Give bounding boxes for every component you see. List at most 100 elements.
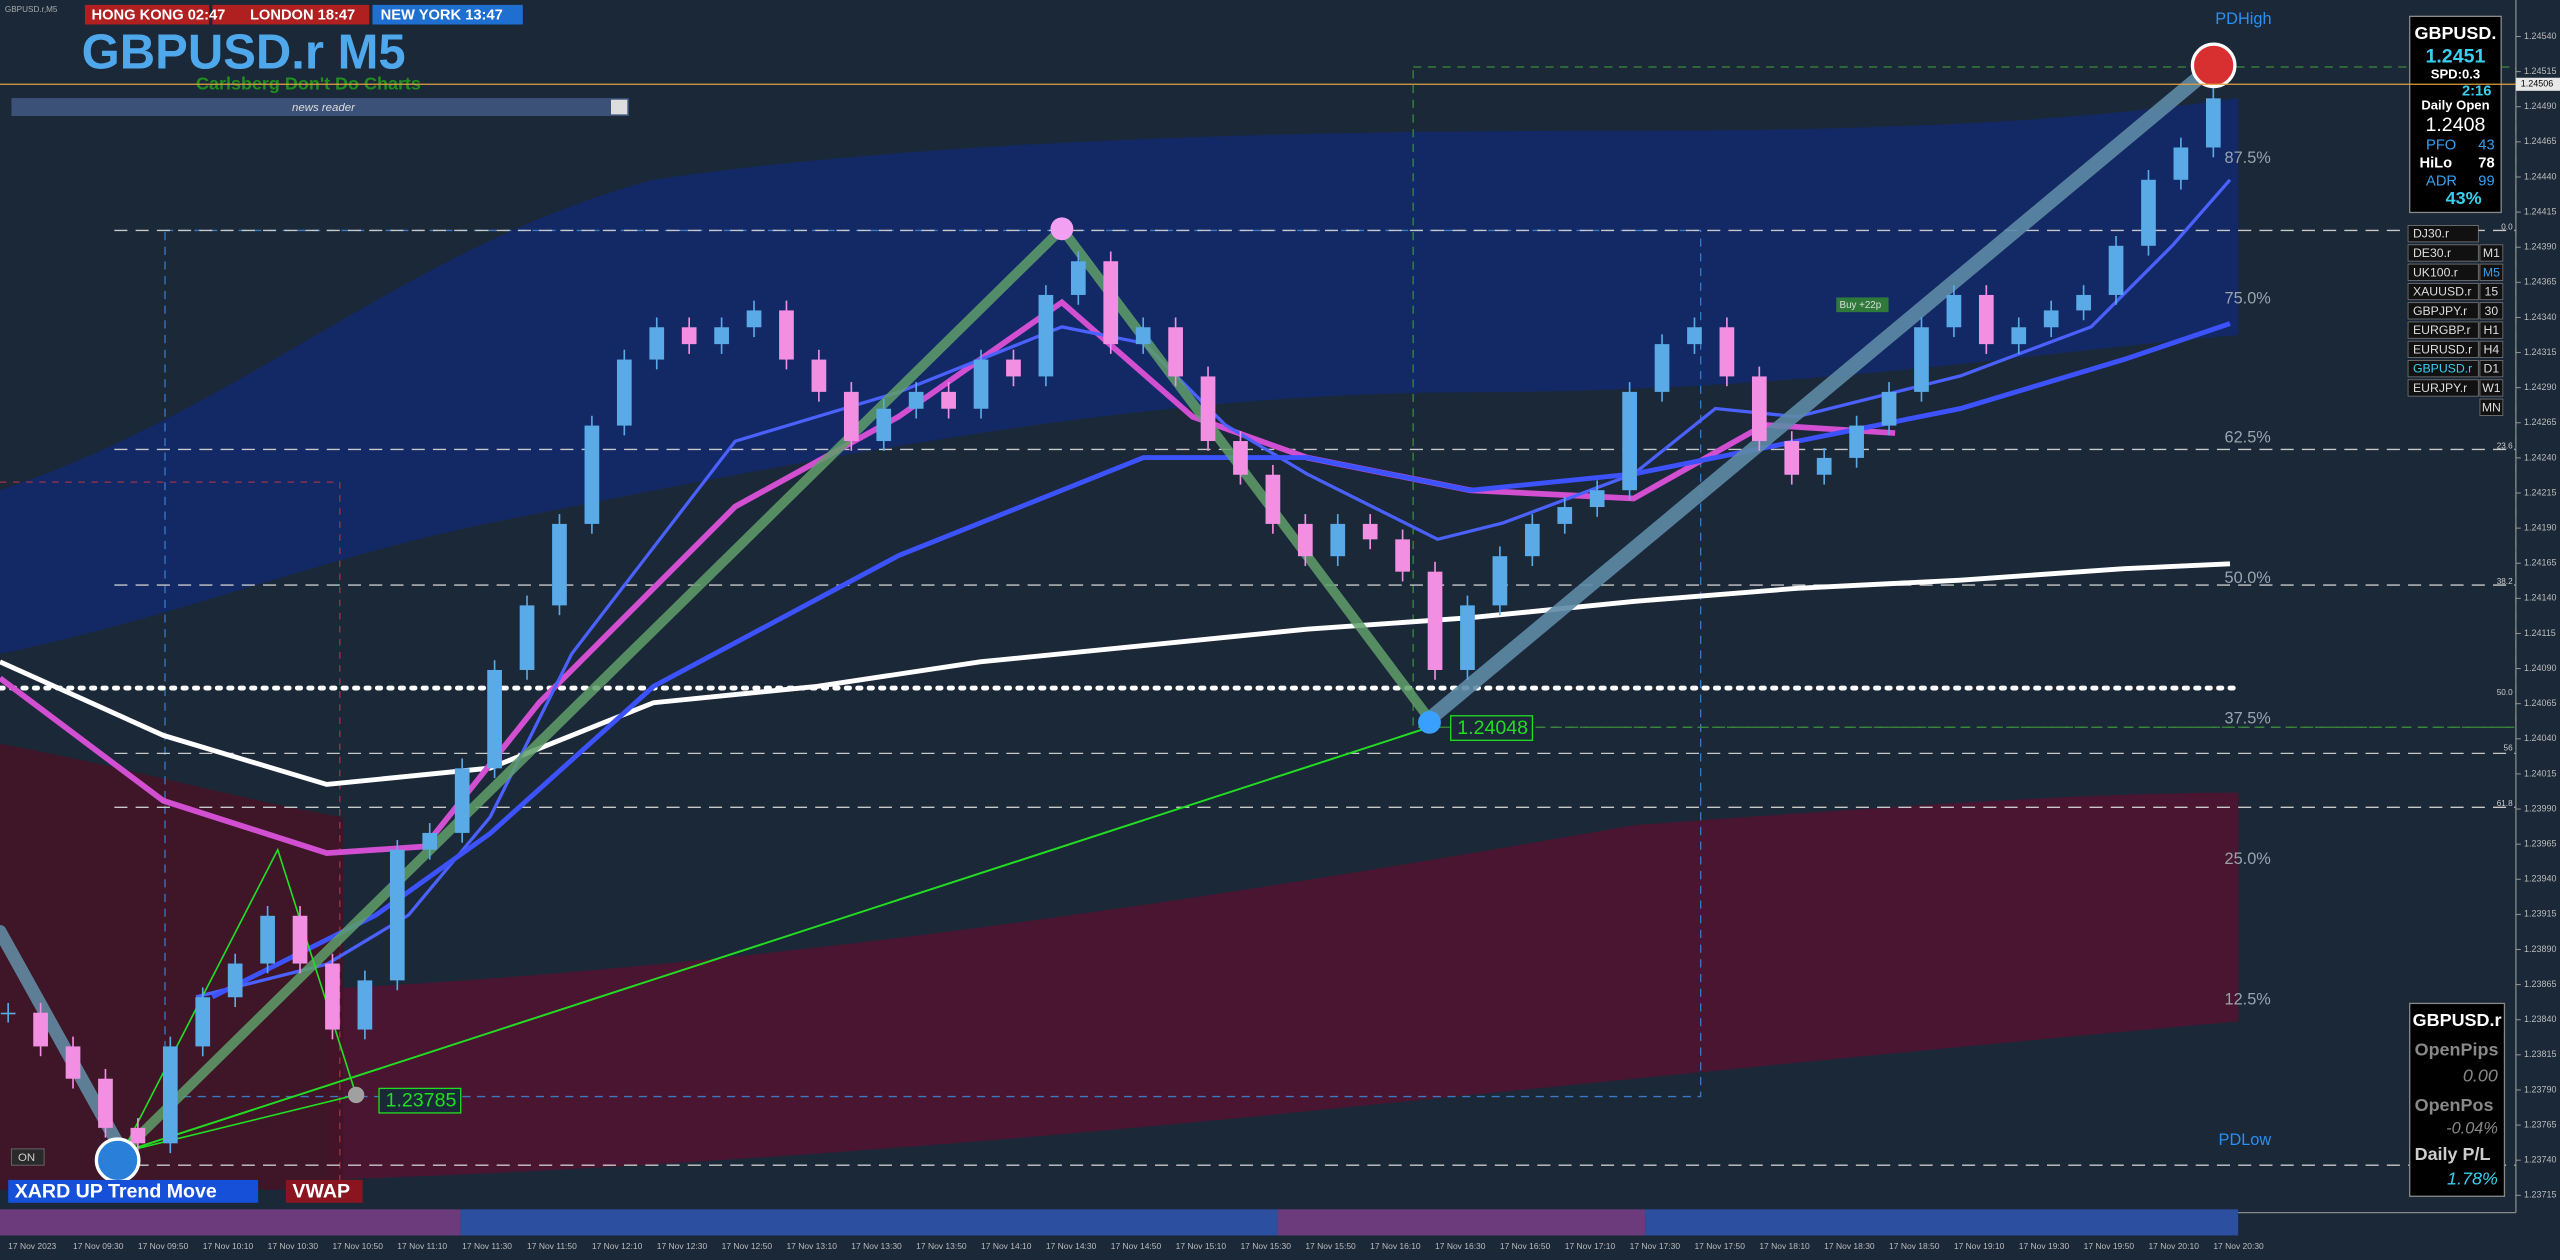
- symbol[interactable]: XAUUSD.r: [2413, 285, 2472, 299]
- info-panel: [2409, 15, 2502, 214]
- toggle[interactable]: [10, 1148, 45, 1166]
- candle: [1751, 376, 1767, 442]
- symbol-button[interactable]: [2407, 379, 2479, 397]
- y-tick-label: 1.24190: [2524, 522, 2556, 532]
- symbol[interactable]: GBPUSD.r: [2413, 362, 2472, 376]
- x-tick-label: 17 Nov 14:10: [981, 1241, 1032, 1251]
- symbol[interactable]: EURGBP.r: [2413, 323, 2471, 337]
- bar-segment: [1645, 1209, 2239, 1236]
- session: HONG KONG 02:47: [91, 7, 225, 23]
- x-tick-label: 17 Nov 20:30: [2213, 1241, 2264, 1251]
- tf-button[interactable]: [2479, 398, 2504, 416]
- zigzag-thin: [122, 726, 1430, 1154]
- symbol[interactable]: UK100.r: [2413, 265, 2458, 279]
- buy-arrow: [94, 1137, 141, 1184]
- candle: [357, 980, 373, 1030]
- pdhigh: PDHigh: [2215, 10, 2271, 28]
- tf-button[interactable]: [2479, 321, 2504, 339]
- symbol-button[interactable]: [2407, 321, 2479, 339]
- tf[interactable]: D1: [2484, 362, 2500, 376]
- symbol-button[interactable]: [2407, 282, 2479, 301]
- candle: [1881, 391, 1897, 426]
- symbol-button[interactable]: [2407, 244, 2479, 262]
- pl-value: -0.04%: [2446, 1120, 2498, 1138]
- y-tick-label: 1.23890: [2524, 944, 2556, 954]
- toggle-label[interactable]: ON: [18, 1152, 35, 1164]
- candle: [162, 1046, 178, 1144]
- info-daily-open: 1.2408: [2425, 114, 2485, 136]
- x-tick-label: 17 Nov 17:50: [1694, 1241, 1745, 1251]
- y-tick-label: 1.24265: [2524, 417, 2556, 427]
- tf[interactable]: 15: [2485, 285, 2499, 299]
- info-price: 1.2451: [2425, 45, 2485, 67]
- lower-band: [326, 792, 2239, 1180]
- tf-button[interactable]: [2479, 244, 2504, 262]
- news-reader-bar[interactable]: [11, 98, 629, 117]
- candle: [1914, 327, 1929, 392]
- x-tick-label: 17 Nov 16:10: [1370, 1241, 1421, 1251]
- candle: [1978, 294, 1994, 345]
- y-tick-label: 1.24340: [2524, 312, 2556, 322]
- candle: [1297, 523, 1313, 557]
- candle: [1622, 391, 1637, 491]
- tf[interactable]: M5: [2483, 265, 2500, 279]
- symbol-button[interactable]: [2407, 225, 2479, 243]
- y-tick-label: 1.24390: [2524, 242, 2556, 252]
- candle: [746, 310, 762, 328]
- info-adr-label: ADR: [2426, 173, 2457, 189]
- symbol-button[interactable]: [2407, 360, 2479, 378]
- news-reader[interactable]: news reader: [292, 102, 356, 114]
- y-tick-label: 1.24065: [2524, 698, 2556, 708]
- swing-low-dot: [1418, 710, 1441, 734]
- tf[interactable]: H4: [2484, 342, 2500, 356]
- tf-button[interactable]: [2479, 379, 2504, 397]
- symbol[interactable]: DE30.r: [2413, 246, 2451, 260]
- symbol[interactable]: EURUSD.r: [2413, 342, 2472, 356]
- symbol[interactable]: GBPJPY.r: [2413, 304, 2467, 318]
- swing-low-label: 1.24048: [1457, 717, 1528, 739]
- y-tick-label: 1.23840: [2524, 1014, 2556, 1024]
- tf-button[interactable]: [2479, 360, 2504, 378]
- symbol[interactable]: DJ30.r: [2413, 227, 2449, 241]
- y-tick-label: 1.23915: [2524, 909, 2556, 919]
- moving-average: [211, 321, 2231, 1000]
- symbol[interactable]: EURJPY.r: [2413, 381, 2467, 395]
- fib-ratio: 56: [2504, 744, 2514, 753]
- tf-button[interactable]: [2479, 302, 2504, 320]
- symbol-list: DJ30.r DE30.r M1 UK100.r M5 XAUUSD.r 15 GBPJPY.…: [2407, 225, 2504, 416]
- symbol-button[interactable]: [2407, 263, 2479, 281]
- tf-button[interactable]: [2479, 263, 2504, 281]
- tf[interactable]: 30: [2485, 304, 2499, 318]
- tf[interactable]: H1: [2484, 323, 2500, 337]
- symbol-button[interactable]: [2407, 302, 2479, 320]
- sell-arrow: [2190, 42, 2237, 89]
- tf[interactable]: W1: [2482, 381, 2501, 395]
- tf-button[interactable]: [2479, 282, 2504, 301]
- tf[interactable]: M1: [2483, 246, 2500, 260]
- candle: [487, 669, 502, 769]
- fib-label: 37.5%: [2225, 709, 2271, 727]
- fib-ratio: 61.8: [2497, 799, 2513, 808]
- fib-ratio: 50.0: [2497, 688, 2513, 697]
- moving-average: [0, 561, 2231, 787]
- info-timer: 2:16: [2462, 83, 2491, 99]
- candle: [1006, 359, 1021, 377]
- session-box: [212, 4, 370, 25]
- candle: [681, 327, 697, 345]
- tf[interactable]: MN: [2482, 400, 2501, 414]
- symbol-button[interactable]: [2407, 340, 2479, 358]
- x-tick-label: 17 Nov 19:30: [2019, 1241, 2070, 1251]
- info-adr-pct: 43%: [2446, 188, 2482, 208]
- tf-button[interactable]: [2479, 340, 2504, 358]
- info-daily-open-label: Daily Open: [2421, 98, 2489, 113]
- start-low-label: 1.23785: [386, 1090, 457, 1112]
- candle: [195, 997, 211, 1047]
- y-tick-label: 1.24440: [2524, 171, 2556, 181]
- y-tick-label: 1.24240: [2524, 452, 2556, 462]
- fib-label: 12.5%: [2225, 990, 2271, 1008]
- pl-symbol: GBPUSD.r: [2413, 1010, 2502, 1030]
- x-tick-label: 17 Nov 16:50: [1500, 1241, 1551, 1251]
- info-pfo-label: PFO: [2426, 137, 2456, 153]
- close-button[interactable]: [611, 99, 628, 115]
- pl-label: OpenPips: [2415, 1040, 2499, 1060]
